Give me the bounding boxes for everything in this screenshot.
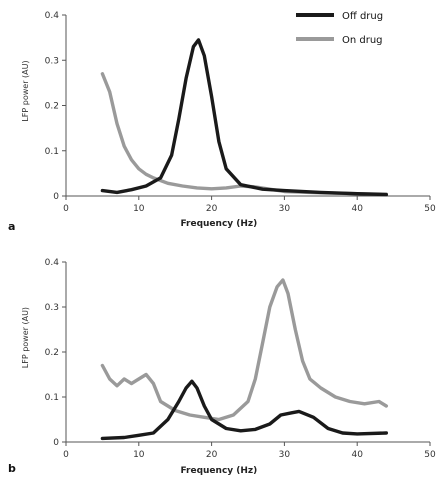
panel-a-x-tick-label: 50 xyxy=(424,204,436,214)
panel-b-y-tick-label: 0 xyxy=(53,438,59,448)
panel-b-x-tick-label: 40 xyxy=(351,450,363,460)
panel-a-y-axis-label: LFP power (AU) xyxy=(21,60,30,121)
panel-a: 0 0.1 0.2 0.3 0.4 0 10 20 30 40 50 Frequency (Hz) LF… xyxy=(8,11,436,233)
panel-a-x-tick-label: 0 xyxy=(63,204,69,214)
panel-a-y-tick-label: 0.4 xyxy=(45,11,60,21)
panel-b-x-tick-label: 50 xyxy=(424,450,436,460)
panel-a-y-tick-label: 0.1 xyxy=(45,147,59,157)
panel-b-y-tick-label: 0.2 xyxy=(45,348,59,358)
legend-label-on-drug: On drug xyxy=(342,35,383,46)
panel-a-x-axis-label: Frequency (Hz) xyxy=(180,219,257,229)
panel-b-letter: b xyxy=(8,462,16,475)
panel-a-series-on-drug-line xyxy=(100,72,388,196)
panel-b-x-tick-label: 20 xyxy=(206,450,218,460)
panel-a-y-tick-label: 0.3 xyxy=(45,56,59,66)
panel-b-y-tick-label: 0.1 xyxy=(45,393,59,403)
panel-a-x-tick-label: 20 xyxy=(206,204,218,214)
panel-b-y-tick-label: 0.4 xyxy=(45,258,60,268)
panel-b-x-tick-label: 30 xyxy=(279,450,291,460)
panel-a-x-tick-label: 40 xyxy=(351,204,363,214)
panel-a-x-tick-label: 30 xyxy=(279,204,291,214)
legend-label-off-drug: Off drug xyxy=(342,11,383,22)
panel-b-y-tick-label: 0.3 xyxy=(45,303,59,313)
panel-b-series-on-drug-line xyxy=(100,278,388,422)
panel-b-x-tick-label: 10 xyxy=(133,450,145,460)
panel-b-x-axis-label: Frequency (Hz) xyxy=(180,466,257,476)
panel-a-y-tick-label: 0 xyxy=(53,192,59,202)
panel-b-series-off-drug-line xyxy=(100,379,388,441)
panel-a-x-tick-label: 10 xyxy=(133,204,145,214)
panel-b: 0 0.1 0.2 0.3 0.4 0 10 20 30 40 50 Frequency (Hz) LF… xyxy=(8,258,436,476)
panel-a-series-off-drug-line xyxy=(100,38,388,197)
panel-a-letter: a xyxy=(8,220,15,233)
panel-a-y-tick-label: 0.2 xyxy=(45,102,59,112)
panel-b-y-axis-label: LFP power (AU) xyxy=(21,307,30,368)
panel-b-x-tick-label: 0 xyxy=(63,450,69,460)
legend: Off drug On drug xyxy=(296,11,383,46)
